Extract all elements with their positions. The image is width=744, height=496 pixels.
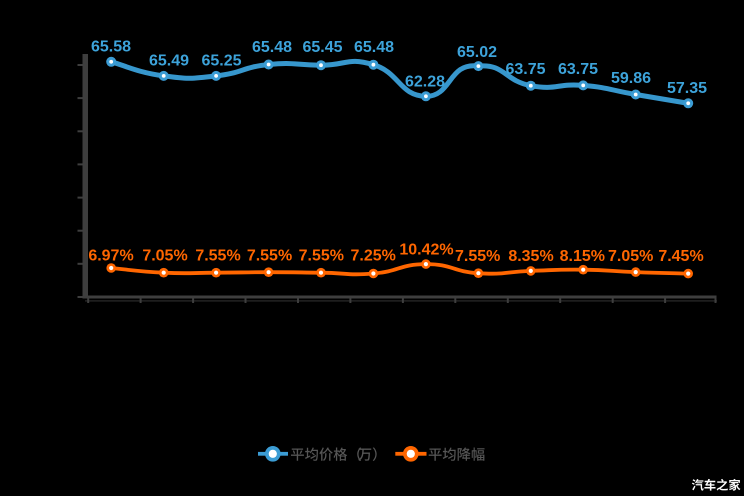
svg-text:8.35%: 8.35% <box>508 248 553 265</box>
svg-text:8.15%: 8.15% <box>560 248 605 265</box>
svg-text:65.49: 65.49 <box>149 53 189 70</box>
svg-text:7.05%: 7.05% <box>142 248 187 265</box>
svg-text:63.75: 63.75 <box>505 61 545 78</box>
svg-text:62.28: 62.28 <box>405 74 445 91</box>
svg-text:7.55%: 7.55% <box>455 248 500 265</box>
svg-text:10.42%: 10.42% <box>399 242 453 259</box>
svg-text:7.25%: 7.25% <box>351 248 396 265</box>
svg-text:65.25: 65.25 <box>201 53 241 70</box>
svg-text:7.55%: 7.55% <box>195 248 240 265</box>
svg-text:7.45%: 7.45% <box>658 248 703 265</box>
svg-text:57.35: 57.35 <box>667 80 707 97</box>
svg-text:65.48: 65.48 <box>252 39 292 56</box>
svg-text:7.05%: 7.05% <box>608 248 653 265</box>
svg-text:65.58: 65.58 <box>91 39 131 56</box>
svg-text:6.97%: 6.97% <box>88 248 133 265</box>
svg-text:59.86: 59.86 <box>611 70 651 87</box>
svg-text:65.48: 65.48 <box>354 39 394 56</box>
svg-text:65.02: 65.02 <box>457 44 497 61</box>
svg-text:7.55%: 7.55% <box>299 248 344 265</box>
svg-text:7.55%: 7.55% <box>247 248 292 265</box>
svg-text:63.75: 63.75 <box>558 61 598 78</box>
svg-text:65.45: 65.45 <box>302 39 342 56</box>
